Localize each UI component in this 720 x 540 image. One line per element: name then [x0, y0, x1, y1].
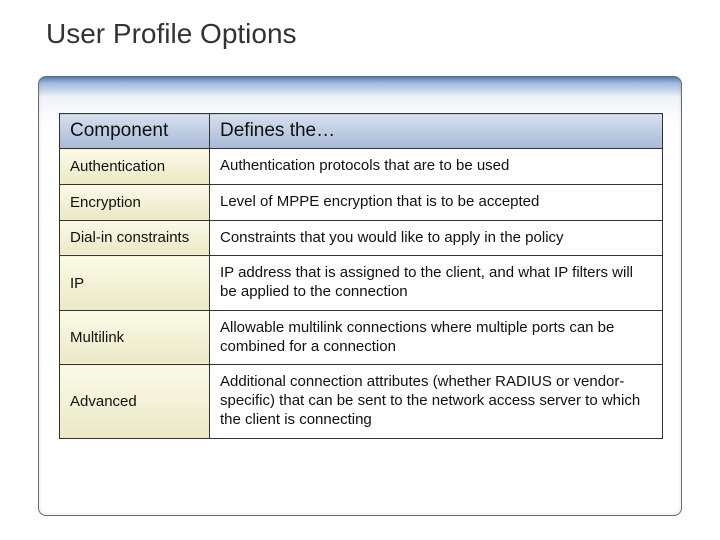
cell-defines: Additional connection attributes (whethe… — [210, 365, 663, 438]
cell-component: Encryption — [60, 184, 210, 220]
cell-component: Multilink — [60, 310, 210, 365]
cell-defines: Allowable multilink connections where mu… — [210, 310, 663, 365]
table-row: Authentication Authentication protocols … — [60, 149, 663, 185]
table-row: IP IP address that is assigned to the cl… — [60, 256, 663, 311]
col-header-defines: Defines the… — [210, 114, 663, 149]
table-row: Advanced Additional connection attribute… — [60, 365, 663, 438]
slide-title: User Profile Options — [46, 18, 297, 50]
content-panel: Component Defines the… Authentication Au… — [38, 76, 682, 516]
cell-defines: Authentication protocols that are to be … — [210, 149, 663, 185]
cell-component: Advanced — [60, 365, 210, 438]
table-row: Multilink Allowable multilink connection… — [60, 310, 663, 365]
table-row: Encryption Level of MPPE encryption that… — [60, 184, 663, 220]
cell-defines: IP address that is assigned to the clien… — [210, 256, 663, 311]
table-header-row: Component Defines the… — [60, 114, 663, 149]
table-row: Dial-in constraints Constraints that you… — [60, 220, 663, 256]
slide: User Profile Options Component Defines t… — [0, 0, 720, 540]
options-table: Component Defines the… Authentication Au… — [59, 113, 663, 439]
cell-component: Dial-in constraints — [60, 220, 210, 256]
cell-component: Authentication — [60, 149, 210, 185]
col-header-component: Component — [60, 114, 210, 149]
cell-component: IP — [60, 256, 210, 311]
cell-defines: Constraints that you would like to apply… — [210, 220, 663, 256]
cell-defines: Level of MPPE encryption that is to be a… — [210, 184, 663, 220]
